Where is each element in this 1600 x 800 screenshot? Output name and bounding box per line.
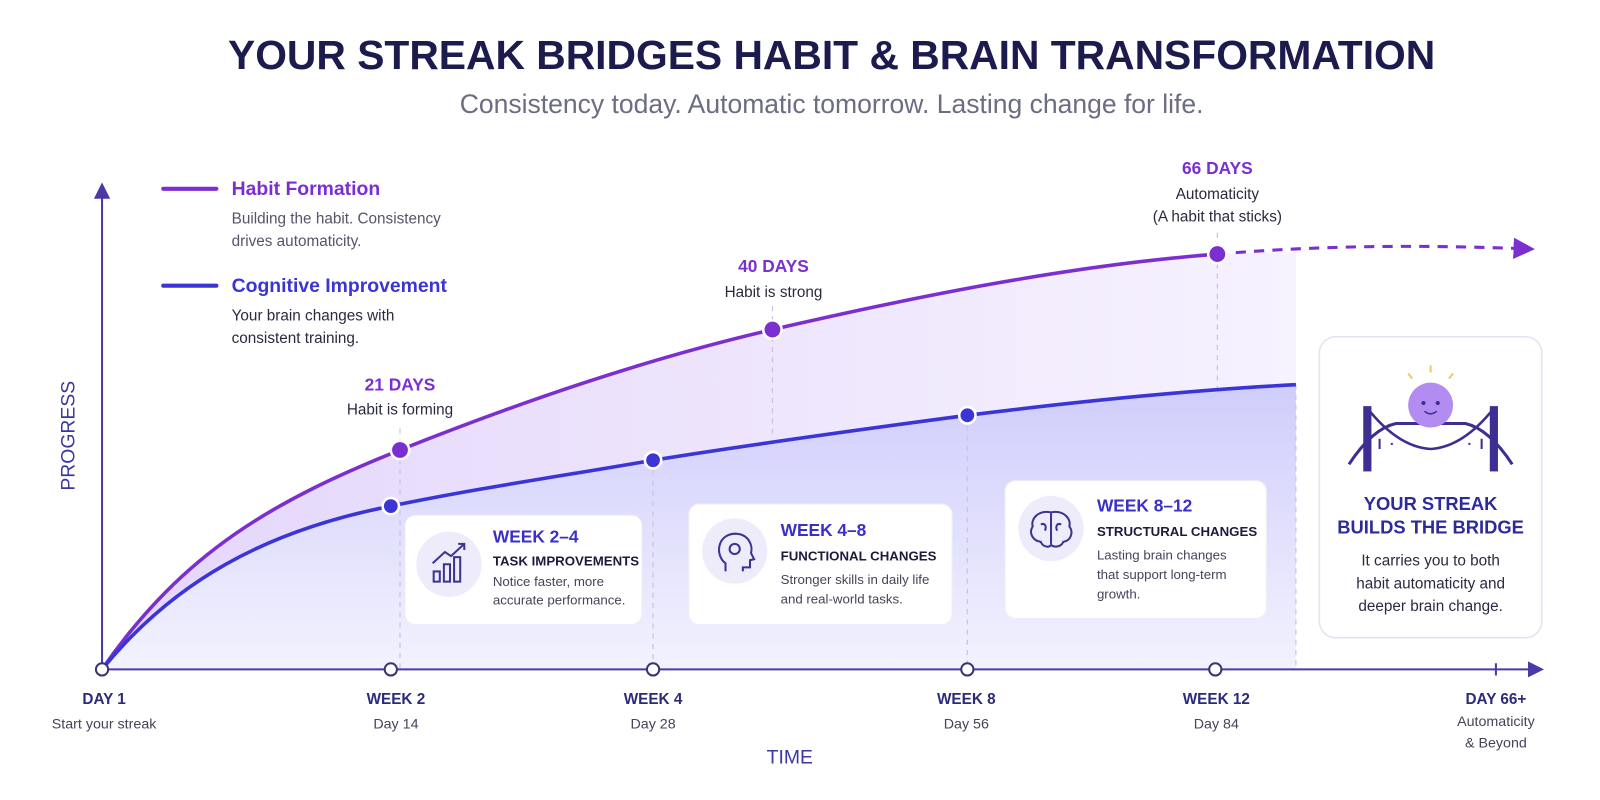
timeline-label: WEEK 12 xyxy=(1183,691,1250,708)
head-icon xyxy=(718,532,756,572)
x-axis-label: TIME xyxy=(767,746,813,768)
bridge-text: habit automaticity and xyxy=(1356,576,1505,593)
milestone-note: Habit is strong xyxy=(725,284,823,301)
milestone-days: 40 DAYS xyxy=(738,256,809,276)
legend-desc: Your brain changes with xyxy=(232,307,395,324)
bridge-text: deeper brain change. xyxy=(1358,598,1503,615)
legend-name: Habit Formation xyxy=(232,178,381,200)
timeline-label: WEEK 8 xyxy=(937,691,996,708)
card-text: Lasting brain changes xyxy=(1097,548,1227,563)
card-subtitle: TASK IMPROVEMENTS xyxy=(493,554,639,569)
card-subtitle: FUNCTIONAL CHANGES xyxy=(781,549,937,564)
milestone-note: Habit is forming xyxy=(347,401,453,418)
card-title: WEEK 8–12 xyxy=(1097,496,1192,516)
legend-desc: consistent training. xyxy=(232,330,360,347)
milestone-days: 66 DAYS xyxy=(1182,158,1253,178)
card-title: WEEK 4–8 xyxy=(781,520,867,540)
habit-area xyxy=(102,252,1296,670)
bridge-title: BUILDS THE BRIDGE xyxy=(1337,516,1524,537)
card-text: growth. xyxy=(1097,586,1140,601)
timeline-label: WEEK 2 xyxy=(367,691,426,708)
timeline-sub: Day 14 xyxy=(373,716,418,732)
card-text: Notice faster, more xyxy=(493,574,604,589)
chart-icon xyxy=(431,542,466,583)
timeline-label: DAY 1 xyxy=(82,691,126,708)
timeline-sub: Automaticity xyxy=(1457,714,1536,730)
habit-continuation xyxy=(1217,237,1535,260)
habit-curve xyxy=(100,252,1218,671)
timeline-label: WEEK 4 xyxy=(624,691,683,708)
timeline-sub: Day 56 xyxy=(944,716,989,732)
timeline-sub: Day 28 xyxy=(630,716,675,732)
card-text: and real-world tasks. xyxy=(781,592,903,607)
points xyxy=(381,243,1228,516)
title: YOUR STREAK BRIDGES HABIT & BRAIN TRANSF… xyxy=(228,32,1435,78)
brain-icon xyxy=(1030,510,1073,548)
milestone-note: (A habit that sticks) xyxy=(1153,208,1282,225)
card-subtitle: STRUCTURAL CHANGES xyxy=(1097,524,1257,539)
card-icon xyxy=(702,518,768,584)
legend-desc: Building the habit. Consistency xyxy=(232,210,442,227)
bridge-text: It carries you to both xyxy=(1361,552,1500,569)
card-text: Stronger skills in daily life xyxy=(781,572,930,587)
bridge-illustration xyxy=(1347,365,1514,472)
legend-desc: drives automaticity. xyxy=(232,233,362,250)
milestone-days: 21 DAYS xyxy=(365,374,436,394)
axis-nodes xyxy=(94,662,1223,677)
y-axis-label: PROGRESS xyxy=(58,381,80,491)
timeline-sub: Day 84 xyxy=(1194,716,1239,732)
subtitle: Consistency today. Automatic tomorrow. L… xyxy=(460,89,1204,119)
card-text: accurate performance. xyxy=(493,593,626,608)
timeline-sub: & Beyond xyxy=(1465,736,1527,752)
card-text: that support long-term xyxy=(1097,567,1227,582)
timeline-label: DAY 66+ xyxy=(1466,691,1527,708)
legend-name: Cognitive Improvement xyxy=(232,275,448,297)
milestone-note: Automaticity xyxy=(1176,186,1260,203)
bridge-card xyxy=(1318,335,1543,639)
bridge-title: YOUR STREAK xyxy=(1364,493,1498,514)
timeline-sub: Start your streak xyxy=(52,716,158,732)
card-title: WEEK 2–4 xyxy=(493,526,579,546)
